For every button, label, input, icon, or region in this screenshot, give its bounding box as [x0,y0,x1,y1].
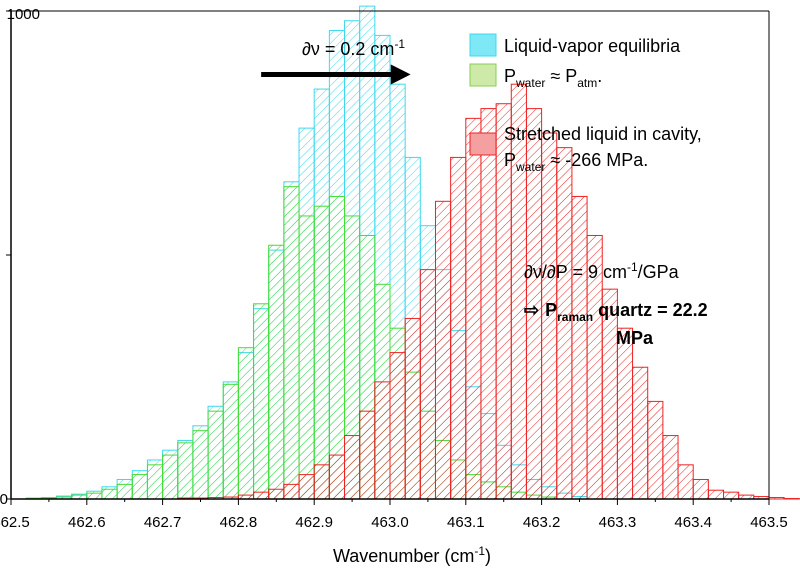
x-axis-title: Wavenumber (cm-1) [333,544,491,566]
bar-series-1-bin-7 [131,474,148,500]
bar-series-1-bin-20 [328,195,346,500]
bar-series-1-bin-11 [192,430,209,500]
bar-series-1-bin-12 [207,410,224,500]
bar-series-1-bin-4 [86,492,103,500]
bar-series-2-bin-39 [768,497,785,500]
bar-series-2-bin-18 [450,156,467,500]
x-tick-label: 463.0 [371,514,409,531]
bar-series-2-bin-33 [677,464,694,500]
x-tick-label: 463.2 [523,514,561,531]
x-axis-ticks: 462.5 462.6 462.7 462.8 462.9 463.0 463.1 463.2… [0,499,788,531]
bar-series-2-bin-26 [571,195,588,500]
y-tick-label: 1000 [7,6,40,23]
bar-series-2-bin-12 [359,410,376,500]
bar-series-2-bin-14 [389,352,406,500]
bar-series-2-bin-20 [480,108,497,500]
bar-series-2-bin-8 [298,474,315,500]
x-tick-label: 463.3 [599,514,637,531]
bar-series-2-bin-36 [723,491,740,500]
bar-series-1-bin-19 [313,205,330,500]
bar-series-2-bin-7 [283,483,300,500]
bar-series-1-bin-17 [283,186,300,500]
legend-swatch-green [469,63,497,87]
bar-series-1-bin-8 [146,464,164,500]
bar-series-2-bin-30 [632,366,649,500]
bar-series-2-bin-19 [465,117,482,500]
bar-series-1-bin-16 [268,244,285,500]
bar-series-1-bin-15 [253,303,270,500]
legend-swatch-red [469,132,497,156]
bar-series-2-bin-11 [344,435,361,500]
bar-series-2-bin-13 [374,381,391,500]
right-arrow-icon: ⇨ [524,300,539,320]
legend-label-stretched-liquid: Stretched liquid in cavity, [504,124,702,144]
bar-series-2-bin-31 [647,400,664,500]
bar-series-2-bin-32 [662,435,679,500]
x-tick-label: 463.1 [447,514,485,531]
shift-annotation: ∂ν = 0.2 cm-1 [302,37,405,59]
bar-series-1-bin-13 [222,383,239,500]
bar-series-1-bin-6 [116,483,133,500]
x-tick-label: 462.5 [0,514,30,531]
bar-series-1-bin-10 [177,442,194,500]
x-tick-label: 462.9 [295,514,333,531]
result-annotation-line2: MPa [616,328,654,348]
series-stretched-liquid-bars [177,83,800,500]
bar-series-1-bin-5 [101,488,118,500]
slope-annotation: ∂ν/∂P = 9 cm-1/GPa [524,260,680,282]
legend-label-p-water-266: Pwater ≈ -266 MPa. [504,150,648,174]
bar-series-1-bin-9 [162,454,179,500]
bar-series-1-bin-14 [237,347,255,500]
y-tick-label: 0 [0,491,8,508]
x-tick-label: 463.5 [750,514,788,531]
x-tick-label: 462.7 [144,514,182,531]
bar-series-2-bin-15 [404,317,421,500]
x-tick-label: 463.4 [674,514,712,531]
result-annotation: ⇨ Praman quartz = 22.2 [524,300,708,324]
bar-series-2-bin-35 [707,489,725,500]
bar-series-2-bin-16 [419,269,436,500]
x-tick-label: 462.8 [220,514,258,531]
bar-series-2-bin-34 [692,478,709,500]
bar-series-2-bin-6 [268,488,285,500]
bar-series-1-bin-18 [298,215,315,500]
y-axis-ticks: 0 1000 [0,6,40,508]
legend: Liquid-vapor equilibria Pwater ≈ Patm. S… [469,33,702,174]
bar-series-2-bin-5 [253,491,270,500]
legend-label-p-atm: Pwater ≈ Patm. [504,66,602,90]
legend-swatch-cyan [469,33,497,57]
bar-series-2-bin-22 [510,83,527,500]
bar-series-2-bin-9 [313,464,330,500]
legend-label-liquid-vapor: Liquid-vapor equilibria [504,36,681,56]
bar-series-2-bin-17 [434,200,452,500]
bar-series-2-bin-28 [601,288,618,500]
bar-series-2-bin-10 [328,454,346,500]
bar-series-2-bin-29 [616,327,634,500]
x-tick-label: 462.6 [68,514,106,531]
